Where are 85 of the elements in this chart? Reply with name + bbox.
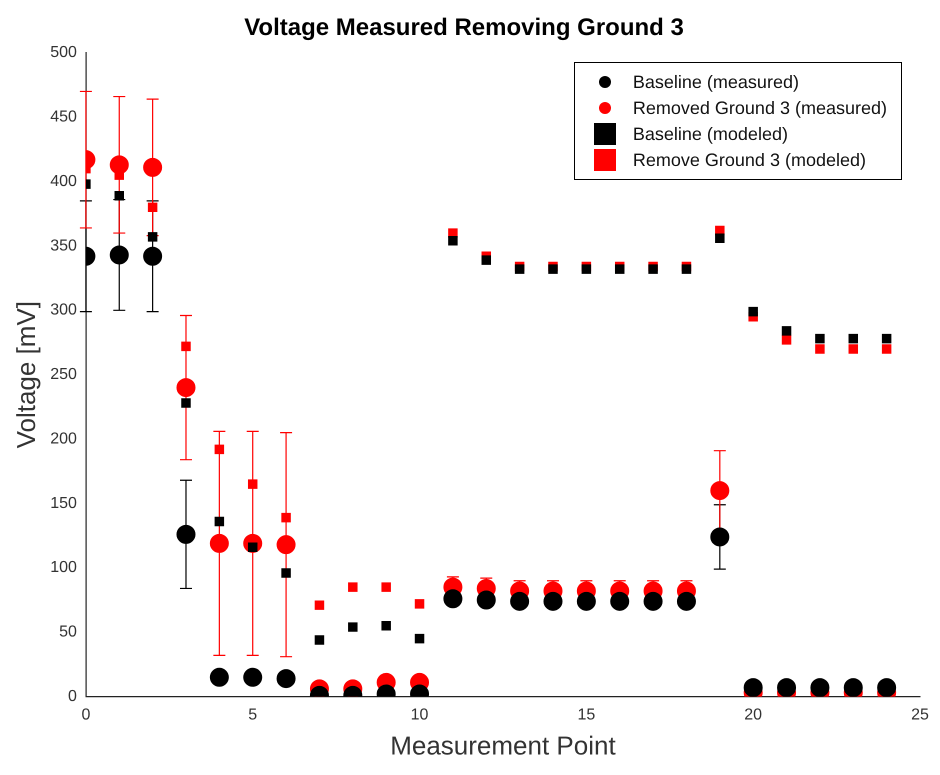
point [648, 264, 658, 274]
point [748, 306, 758, 316]
point [877, 678, 896, 697]
y-tick-label: 450 [50, 108, 77, 126]
point [710, 481, 730, 500]
point [844, 678, 863, 697]
point [276, 669, 296, 688]
point [348, 582, 358, 592]
point [143, 246, 162, 266]
point [348, 622, 358, 632]
point [482, 255, 492, 265]
point [582, 264, 592, 274]
x-tick-label: 0 [81, 706, 90, 724]
y-tick-label: 350 [50, 237, 77, 254]
point [314, 600, 324, 610]
point [548, 264, 558, 274]
point [448, 236, 458, 246]
y-tick-label: 0 [68, 688, 77, 706]
y-tick-label: 300 [50, 302, 77, 319]
y-tick-label: 150 [50, 494, 77, 512]
point [744, 678, 763, 697]
legend-label: Baseline (measured) [632, 72, 799, 92]
point [610, 592, 630, 611]
point [810, 678, 830, 697]
point [782, 335, 792, 345]
point [148, 232, 158, 242]
y-tick-label: 400 [50, 172, 77, 190]
point [815, 334, 825, 344]
point [181, 342, 191, 352]
point [276, 535, 296, 554]
legend-label: Remove Ground 3 (modeled) [632, 150, 866, 170]
point [815, 344, 825, 354]
point [777, 678, 796, 697]
point [476, 590, 496, 610]
point [210, 534, 229, 553]
y-tick-label: 50 [59, 624, 77, 641]
point [248, 479, 258, 489]
point [176, 524, 196, 544]
point [214, 516, 224, 526]
chart-title: Voltage Measured Removing Ground 3 [244, 14, 684, 42]
point [114, 190, 124, 200]
x-tick-label: 5 [248, 706, 258, 724]
point [143, 158, 162, 177]
point [414, 599, 424, 609]
x-tick-label: 10 [410, 706, 429, 724]
point [181, 398, 191, 408]
point [682, 264, 692, 274]
point [414, 634, 424, 644]
point [514, 264, 524, 274]
x-axis-title: Measurement Point [390, 730, 616, 761]
x-tick-label: 20 [744, 706, 762, 724]
point [281, 512, 291, 522]
point [676, 592, 696, 611]
x-tick-label: 15 [577, 706, 596, 724]
legend-label: Baseline (modeled) [632, 124, 788, 144]
point [710, 527, 730, 546]
point [848, 334, 858, 344]
legend-label: Removed Ground 3 (measured) [632, 98, 887, 118]
point [443, 589, 462, 608]
y-tick-label: 500 [50, 44, 77, 62]
point [882, 334, 892, 344]
point [848, 344, 858, 354]
y-axis-title: Voltage [mV] [10, 300, 41, 448]
y-tick-label: 100 [50, 559, 77, 576]
point [210, 668, 229, 687]
point [543, 592, 562, 611]
point [381, 621, 391, 631]
y-tick-label: 250 [50, 366, 77, 384]
point [214, 444, 224, 454]
point [614, 264, 624, 274]
y-tick-label: 200 [50, 430, 77, 448]
point [882, 344, 892, 354]
point [381, 582, 391, 592]
point [782, 326, 792, 336]
point [576, 592, 596, 611]
point [148, 202, 158, 212]
point [510, 592, 530, 611]
x-tick-label: 25 [911, 706, 929, 724]
point [243, 668, 262, 687]
point [110, 245, 129, 264]
point [314, 635, 324, 645]
point [715, 233, 725, 243]
point [644, 592, 663, 611]
point [281, 568, 291, 578]
point [176, 378, 196, 398]
